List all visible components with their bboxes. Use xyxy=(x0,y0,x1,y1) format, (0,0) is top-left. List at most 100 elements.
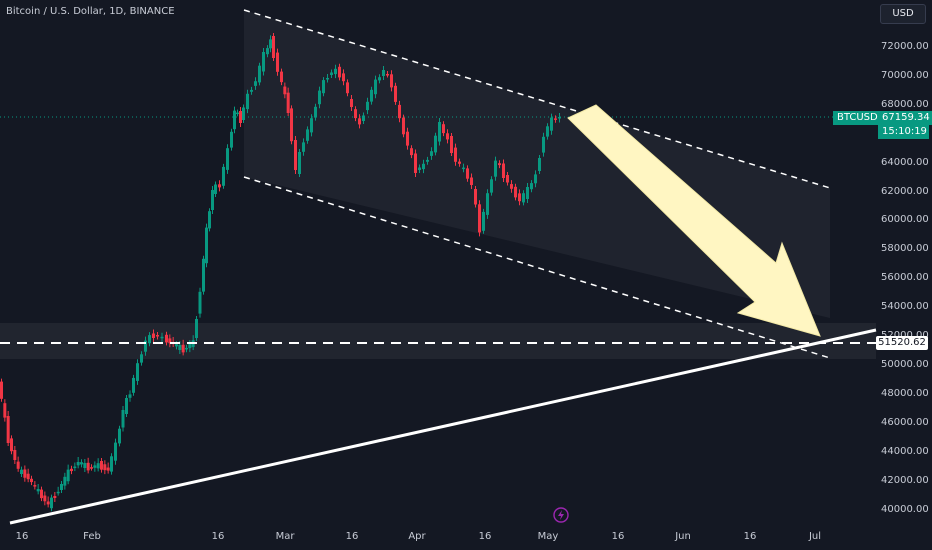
candle-body xyxy=(290,108,293,142)
candle-body xyxy=(6,416,10,443)
candle-body xyxy=(314,106,317,118)
candle-body xyxy=(76,462,80,466)
channel-bottom-line[interactable] xyxy=(243,176,831,359)
time-axis-label: Jun xyxy=(675,531,691,542)
candle-body xyxy=(494,160,497,177)
candle-body xyxy=(358,118,361,125)
candle-body xyxy=(266,48,269,55)
candle-body xyxy=(13,450,17,460)
candle-body xyxy=(230,131,233,148)
candle-body xyxy=(214,184,217,194)
price-axis-label: 48000.00 xyxy=(881,388,929,399)
candle-body xyxy=(470,177,473,185)
candle-body xyxy=(156,335,159,337)
candle-body xyxy=(366,101,369,111)
candle-body xyxy=(390,74,393,88)
candle-body xyxy=(326,78,329,80)
candle-body xyxy=(148,335,151,344)
price-axis-label: 52000.00 xyxy=(881,330,929,341)
candle-body xyxy=(222,166,225,186)
candle-body xyxy=(474,189,477,205)
candle-body xyxy=(426,159,429,162)
candle-body xyxy=(195,319,198,338)
candle-body xyxy=(211,190,214,210)
candle-body xyxy=(246,93,249,110)
candle-body xyxy=(43,495,47,502)
candle-body xyxy=(50,497,53,509)
candle-body xyxy=(286,92,290,113)
price-axis-label: 62000.00 xyxy=(881,186,929,197)
last-price-badge: 67159.34 xyxy=(878,111,932,125)
symbol-title: Bitcoin / U.S. Dollar, 1D, BINANCE xyxy=(6,6,175,17)
candle-body xyxy=(103,464,107,471)
price-axis-label: 68000.00 xyxy=(881,99,929,110)
candle-body xyxy=(338,66,341,78)
candle-body xyxy=(530,183,533,190)
candle-body xyxy=(334,68,337,75)
candle-body xyxy=(370,89,373,102)
candle-body xyxy=(63,476,67,486)
candle-body xyxy=(410,148,413,156)
candle-body xyxy=(144,340,147,352)
candle-body xyxy=(498,163,501,166)
candle-body xyxy=(518,193,521,202)
support-zone xyxy=(0,323,876,359)
candle-body xyxy=(446,133,449,140)
rising-trendline[interactable] xyxy=(9,328,877,525)
candle-body xyxy=(106,467,110,471)
candle-body xyxy=(526,187,529,199)
price-axis-label: 50000.00 xyxy=(881,359,929,370)
lightning-bolt-icon[interactable] xyxy=(553,507,569,523)
candle-body xyxy=(514,186,517,198)
projection-arrow[interactable] xyxy=(567,104,821,337)
price-axis-label: 60000.00 xyxy=(881,214,929,225)
candle-body xyxy=(93,465,97,468)
candle-body xyxy=(374,79,377,95)
candle-body xyxy=(280,71,283,83)
candle-body xyxy=(168,338,172,344)
candle-body xyxy=(330,72,333,75)
time-axis-label: 16 xyxy=(743,531,757,542)
currency-button[interactable]: USD xyxy=(880,4,926,24)
candle-body xyxy=(36,489,40,492)
candle-body xyxy=(394,85,397,102)
candle-body xyxy=(414,153,417,173)
candle-body xyxy=(294,140,297,170)
candle-body xyxy=(283,86,287,95)
candle-body xyxy=(53,496,57,498)
channel-top-line[interactable] xyxy=(243,9,831,189)
candle-body xyxy=(378,77,381,81)
candle-body xyxy=(165,334,168,343)
candle-body xyxy=(70,468,73,472)
candle-body xyxy=(402,117,405,135)
time-axis-label: May xyxy=(537,531,559,542)
candle-body xyxy=(86,462,90,471)
time-axis-label: 16 xyxy=(15,531,29,542)
time-axis-label: Jul xyxy=(808,531,822,542)
candle-body xyxy=(236,112,239,115)
candle-body xyxy=(10,438,13,452)
candle-body xyxy=(46,501,50,505)
candle-body xyxy=(136,363,139,381)
candle-body xyxy=(3,403,7,418)
candle-body xyxy=(342,73,345,82)
candle-body xyxy=(110,456,113,472)
candle-body xyxy=(502,163,505,178)
candle-body xyxy=(558,117,561,119)
candle-body xyxy=(121,410,125,428)
candle-body xyxy=(202,258,205,292)
candle-body xyxy=(83,463,87,468)
candle-body xyxy=(23,469,27,478)
candle-body xyxy=(30,478,33,483)
time-axis-label: 16 xyxy=(611,531,625,542)
candle-body xyxy=(482,211,485,231)
candle-body xyxy=(66,469,70,482)
candle-body xyxy=(450,136,453,153)
candle-body xyxy=(434,135,437,153)
candle-body xyxy=(60,484,63,490)
candle-body xyxy=(382,70,385,76)
candle-body xyxy=(198,291,202,314)
candle-body xyxy=(442,124,445,134)
